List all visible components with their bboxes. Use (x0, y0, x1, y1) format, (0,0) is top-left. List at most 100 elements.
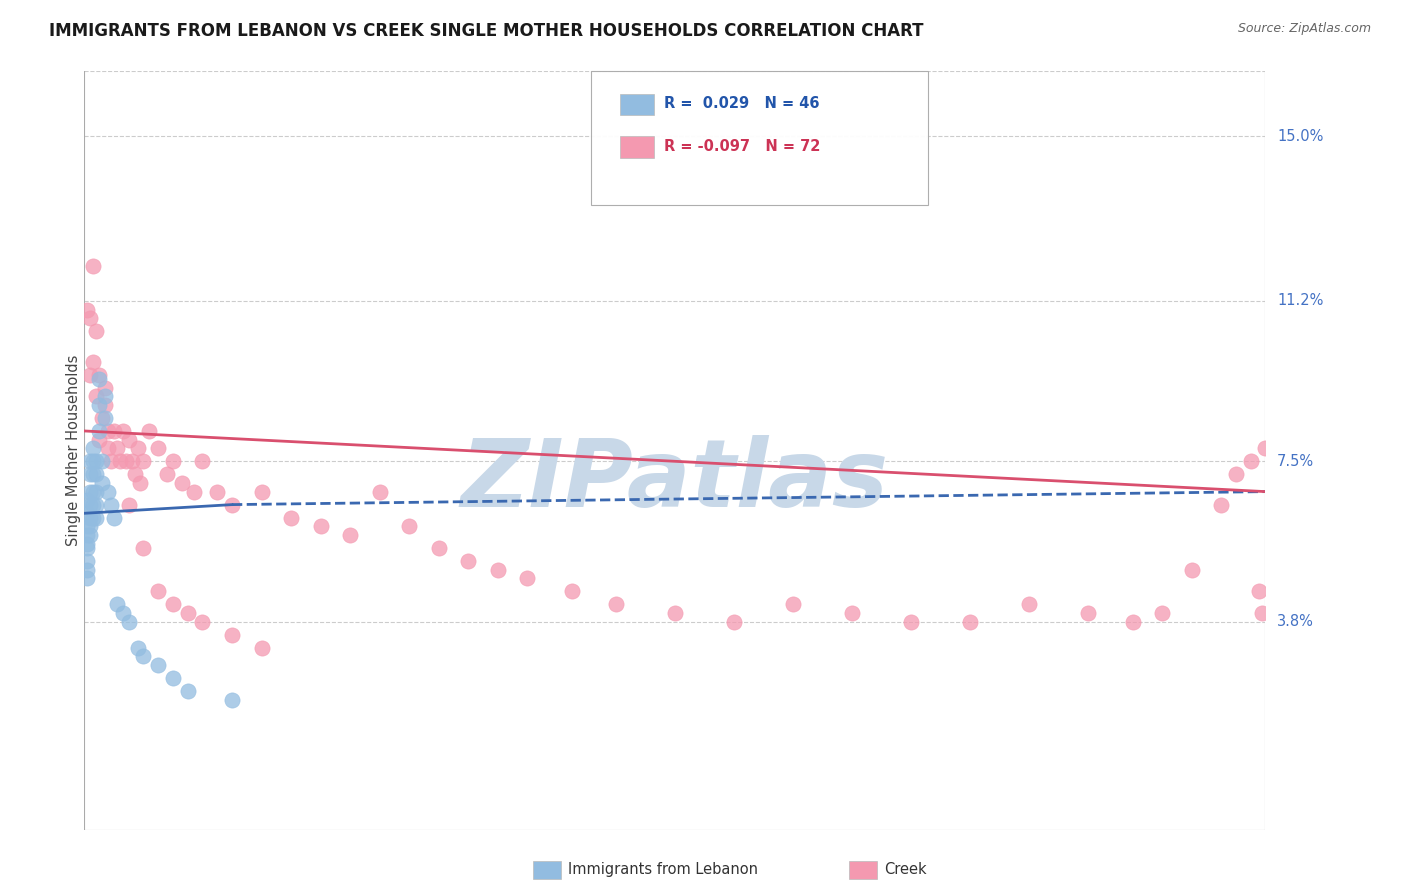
Point (94, 398, 117, 412)
Point (94, 389, 117, 403)
Point (1251, 606, 1274, 620)
Text: 15.0%: 15.0% (1277, 128, 1323, 144)
Point (148, 657, 170, 672)
Point (1240, 454, 1263, 468)
Point (91, 454, 114, 468)
Point (1181, 563, 1204, 577)
Point (103, 510, 125, 524)
Point (82, 498, 104, 512)
Point (900, 615, 922, 629)
Point (97, 484, 120, 499)
Point (76, 554, 98, 568)
Point (84, 498, 107, 512)
Point (87, 424, 111, 438)
Point (76, 493, 98, 508)
Point (1254, 442, 1277, 456)
Point (1211, 498, 1233, 512)
Point (84, 389, 107, 403)
Point (94, 411, 117, 425)
Point (79, 454, 101, 468)
Point (486, 563, 509, 577)
Point (124, 467, 146, 482)
Point (76, 519, 98, 533)
Point (79, 484, 101, 499)
Point (118, 498, 141, 512)
Point (79, 368, 101, 382)
Point (100, 498, 122, 512)
Point (108, 454, 131, 468)
Point (105, 597, 128, 611)
Point (664, 606, 686, 620)
Point (121, 454, 143, 468)
Point (84, 467, 107, 482)
Point (87, 398, 111, 412)
Point (148, 442, 170, 456)
Point (723, 615, 745, 629)
Point (84, 454, 107, 468)
Point (82, 484, 104, 499)
Point (132, 541, 155, 555)
Point (76, 528, 98, 542)
Point (87, 368, 111, 382)
Text: R = -0.097   N = 72: R = -0.097 N = 72 (664, 139, 820, 153)
Point (103, 424, 125, 438)
Point (177, 684, 200, 698)
Point (79, 498, 101, 512)
Point (79, 519, 101, 533)
Text: 3.8%: 3.8% (1277, 614, 1315, 629)
Point (79, 311, 101, 326)
Point (561, 584, 583, 599)
Text: 11.2%: 11.2% (1277, 293, 1323, 309)
Point (191, 454, 214, 468)
Point (118, 615, 141, 629)
Point (132, 649, 155, 664)
Point (82, 510, 104, 524)
Point (94, 381, 117, 395)
Point (250, 640, 273, 655)
Point (782, 597, 804, 611)
Text: ZIPatlas: ZIPatlas (461, 434, 889, 527)
Point (1150, 606, 1173, 620)
Point (114, 454, 136, 468)
Point (191, 615, 214, 629)
Point (84, 484, 107, 499)
Point (91, 411, 114, 425)
Point (516, 571, 538, 585)
Point (309, 519, 332, 533)
Text: IMMIGRANTS FROM LEBANON VS CREEK SINGLE MOTHER HOUSEHOLDS CORRELATION CHART: IMMIGRANTS FROM LEBANON VS CREEK SINGLE … (49, 22, 924, 40)
Point (76, 563, 98, 577)
Point (148, 584, 170, 599)
Y-axis label: Single Mother Households: Single Mother Households (66, 355, 80, 546)
Point (132, 454, 155, 468)
Point (959, 615, 981, 629)
Point (339, 528, 361, 542)
Point (129, 475, 152, 490)
Point (398, 519, 420, 533)
Point (105, 442, 128, 456)
Point (87, 372, 111, 386)
Point (162, 454, 184, 468)
Point (97, 442, 120, 456)
Point (82, 260, 104, 274)
Point (368, 484, 391, 499)
Text: R =  0.029   N = 46: R = 0.029 N = 46 (664, 96, 820, 111)
Point (76, 302, 98, 317)
Point (457, 554, 479, 568)
Text: Immigrants from Lebanon: Immigrants from Lebanon (568, 863, 758, 877)
Text: Source: ZipAtlas.com: Source: ZipAtlas.com (1237, 22, 1371, 36)
Point (100, 454, 122, 468)
Point (82, 354, 104, 368)
Point (127, 442, 149, 456)
Point (170, 475, 193, 490)
Text: 7.5%: 7.5% (1277, 454, 1315, 469)
Point (841, 606, 863, 620)
Point (118, 433, 141, 447)
Point (97, 424, 120, 438)
Point (76, 506, 98, 520)
Point (605, 597, 627, 611)
Point (1122, 615, 1144, 629)
Point (87, 433, 111, 447)
Point (1018, 597, 1040, 611)
Point (79, 467, 101, 482)
Point (111, 424, 134, 438)
